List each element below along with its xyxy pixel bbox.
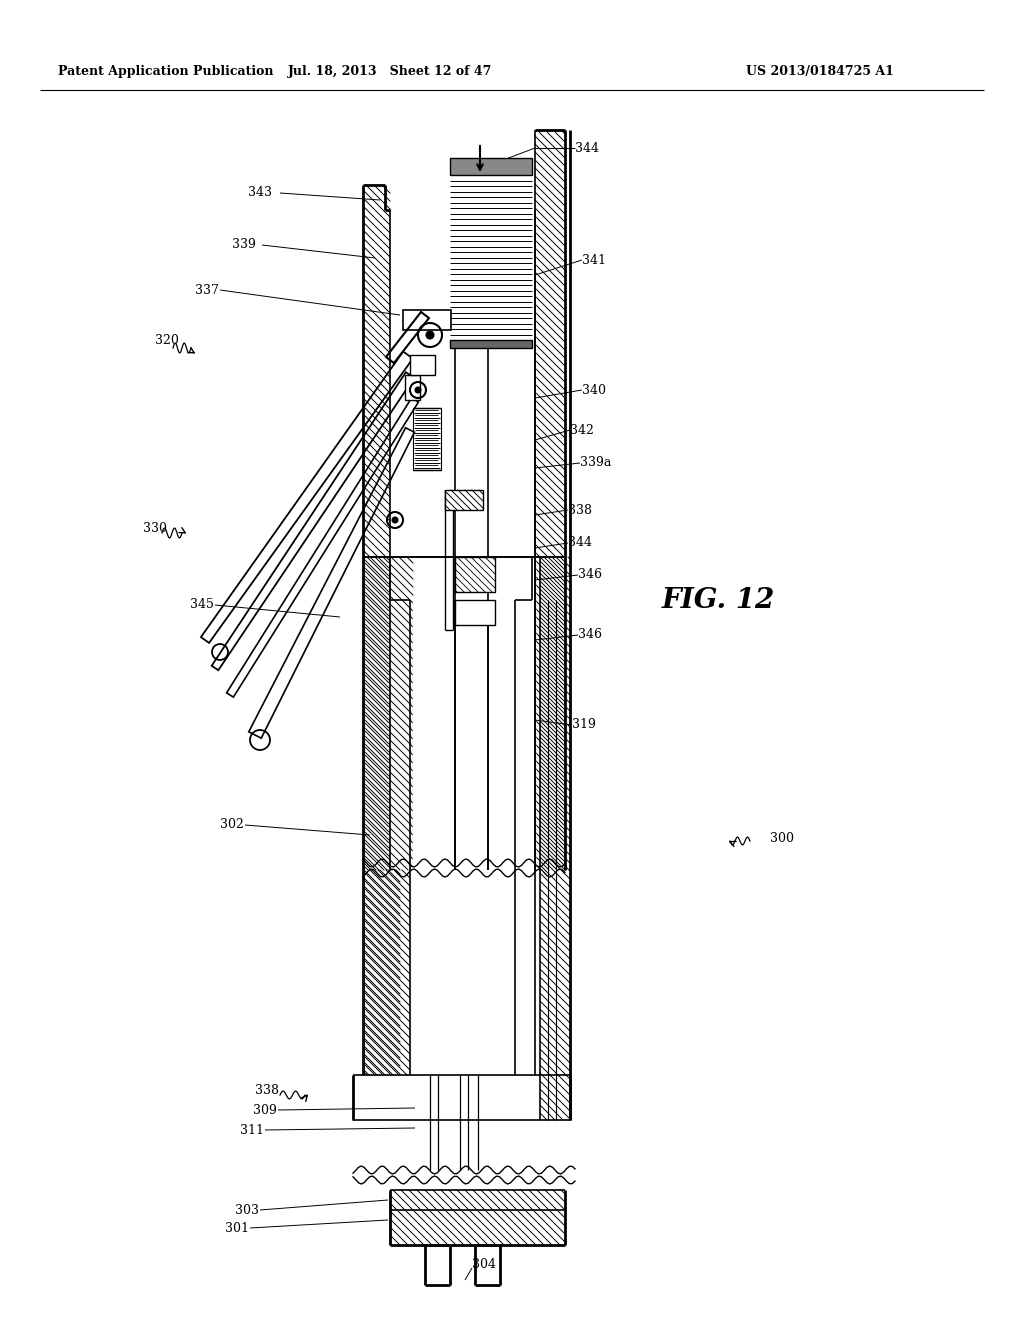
Bar — [450, 158, 532, 176]
Bar — [413, 601, 515, 870]
Text: 339a: 339a — [580, 457, 611, 470]
Bar — [406, 375, 420, 400]
Circle shape — [426, 331, 434, 339]
Bar — [413, 408, 441, 470]
Text: 320: 320 — [155, 334, 179, 346]
Text: FIG. 12: FIG. 12 — [662, 586, 774, 614]
Text: 300: 300 — [770, 832, 794, 845]
Bar — [450, 143, 532, 158]
Text: 343: 343 — [248, 186, 272, 199]
Bar — [455, 557, 495, 591]
Circle shape — [392, 517, 398, 523]
Text: 330: 330 — [143, 521, 167, 535]
Text: 311: 311 — [240, 1123, 264, 1137]
Text: 337: 337 — [195, 284, 219, 297]
Text: 309: 309 — [253, 1104, 276, 1117]
Text: 303: 303 — [234, 1204, 259, 1217]
Text: 345: 345 — [190, 598, 214, 611]
Text: 340: 340 — [582, 384, 606, 396]
Text: 346: 346 — [578, 628, 602, 642]
Text: 341: 341 — [582, 253, 606, 267]
Bar — [410, 355, 435, 375]
Text: 319: 319 — [572, 718, 596, 731]
Bar — [403, 310, 451, 330]
Text: 338: 338 — [255, 1084, 279, 1097]
Text: 346: 346 — [578, 569, 602, 582]
Text: 304: 304 — [472, 1258, 496, 1271]
Text: 301: 301 — [225, 1221, 249, 1234]
Text: 342: 342 — [570, 424, 594, 437]
Bar — [450, 341, 532, 348]
Text: 344: 344 — [568, 536, 592, 549]
Text: US 2013/0184725 A1: US 2013/0184725 A1 — [746, 66, 894, 78]
Bar — [445, 490, 483, 510]
Bar — [390, 210, 535, 870]
Text: 344: 344 — [575, 141, 599, 154]
Text: Jul. 18, 2013   Sheet 12 of 47: Jul. 18, 2013 Sheet 12 of 47 — [288, 66, 493, 78]
Text: 302: 302 — [220, 818, 244, 832]
Text: 339: 339 — [232, 239, 256, 252]
Circle shape — [415, 387, 421, 393]
Text: Patent Application Publication: Patent Application Publication — [58, 66, 273, 78]
Bar — [455, 601, 495, 624]
Text: 338: 338 — [568, 503, 592, 516]
Bar — [410, 870, 515, 1074]
